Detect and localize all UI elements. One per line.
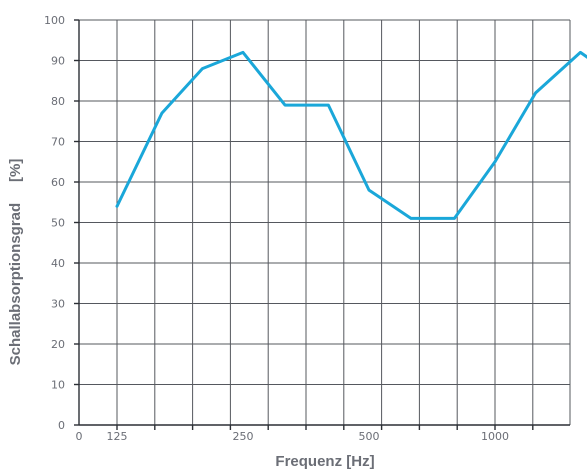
data-point — [115, 205, 119, 208]
x-tick-label: 500 — [359, 430, 380, 443]
y-tick-label: 60 — [51, 176, 65, 189]
y-tick-labels: 0 10 20 30 40 50 60 70 80 90 100 — [44, 14, 65, 432]
data-point — [367, 188, 371, 192]
data-point — [534, 91, 537, 95]
horizontal-gridlines — [79, 19, 570, 385]
y-tick-label: 70 — [51, 136, 65, 149]
data-point — [579, 51, 582, 54]
axes — [74, 19, 570, 430]
y-tick-label: 90 — [51, 55, 65, 68]
series-layer — [115, 50, 587, 220]
data-point — [283, 103, 287, 107]
y-tick-label: 20 — [51, 338, 65, 351]
y-tick-label: 10 — [51, 379, 65, 392]
y-tick-label: 40 — [51, 257, 65, 270]
data-point — [201, 67, 204, 70]
y-tick-label: 50 — [51, 217, 65, 230]
x-tick-label: 1000 — [481, 430, 509, 443]
data-point — [453, 217, 456, 220]
y-tick-label: 0 — [58, 419, 65, 432]
data-point — [409, 217, 413, 220]
y-tick-label: 30 — [51, 298, 65, 311]
data-point — [241, 51, 245, 54]
x-tick-labels: 012525050010002000 — [76, 430, 510, 443]
data-point — [327, 103, 330, 107]
x-tick-label: 125 — [107, 430, 128, 443]
series-line — [115, 50, 587, 220]
x-tick-label: 250 — [233, 430, 254, 443]
y-axis-title: Schallabsorptionsgrad [%] — [7, 159, 24, 366]
data-point — [493, 160, 497, 163]
x-axis-title: Frequenz [Hz] — [275, 453, 374, 470]
data-point — [160, 111, 164, 115]
y-tick-label: 80 — [51, 95, 65, 108]
y-tick-label: 100 — [44, 14, 65, 27]
x-tick-label: 0 — [76, 430, 83, 443]
